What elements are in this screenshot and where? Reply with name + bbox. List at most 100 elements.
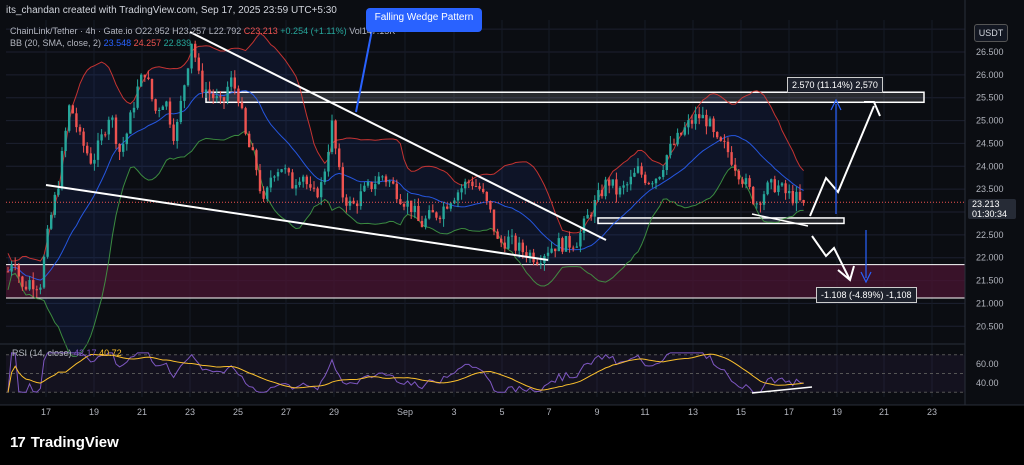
time-tick-label: 17 [41,407,51,417]
candle-body [71,105,74,114]
candle-body [626,184,629,186]
brand-name: TradingView [30,434,119,451]
candle-body [42,256,46,288]
bb-lower-value: 22.839 [163,38,192,48]
candle-body [608,179,611,186]
candle-body [780,183,784,186]
candle-body [521,242,524,253]
candle-body [762,194,766,205]
candle-body [377,176,380,185]
candle-body [579,232,582,247]
bb-basis-line [7,90,804,281]
candle-body [546,252,550,256]
current-price-tag: 23.213 01:30:34 [968,199,1016,219]
time-tick-label: 7 [546,407,551,417]
candle-body [320,182,323,198]
candle-body [370,182,373,190]
candle-body [122,144,125,152]
candle-body [233,77,236,89]
candle-body [564,236,568,252]
candle-body [590,214,593,217]
candle-body [525,252,528,258]
candle-body [316,188,319,198]
candle-body [618,187,622,195]
rsi-ma-value: 40.72 [99,348,122,358]
candle-body [615,179,618,195]
bullish-arrow-head [864,101,881,117]
candle-body [438,217,442,220]
candle-body [298,181,301,186]
candle-body [129,112,132,134]
upside-measure-label[interactable]: 2.570 (11.14%) 2,570 [787,77,883,93]
candle-body [359,191,362,207]
candle-body [384,176,388,183]
candle-body [305,176,308,185]
candle-body [456,192,460,201]
candle-body [381,176,384,178]
upside-measure-arrow-head [830,98,842,111]
price-tick-label: 21.500 [976,276,1004,286]
candle-body [582,218,586,233]
candle-body [568,236,571,248]
change-value: +0.254 (+1.11%) [280,26,347,36]
candle-body [89,153,92,164]
close-value: C23.213 [243,26,278,36]
time-tick-label: 27 [281,407,291,417]
bearish-arrow-head [837,265,855,282]
candle-body [158,109,161,111]
candle-body [60,150,64,189]
downside-measure-label[interactable]: -1.108 (-4.89%) -1,108 [816,287,917,303]
low-value: L22.792 [208,26,242,36]
candle-body [503,242,506,249]
time-tick-label: 23 [927,407,937,417]
candle-body [179,100,182,122]
price-tick-label: 26.500 [976,47,1004,57]
candle-body [212,93,215,99]
candle-body [572,247,575,249]
candle-body [388,181,391,183]
wedge-pattern-label[interactable]: Falling Wedge Pattern [366,8,482,32]
candle-body [712,118,715,132]
candle-body [208,89,211,94]
candle-body [518,242,521,251]
candle-body [489,201,492,210]
candle-body [557,238,560,252]
open-value: O22.952 [135,26,170,36]
tradingview-brand: 17 TradingView [10,434,119,451]
candle-body [442,206,445,220]
currency-button[interactable]: USDT [974,24,1008,42]
rsi-ma-line [7,353,804,393]
candle-body [338,148,341,168]
candle-body [464,181,467,189]
candle-body [669,143,672,156]
candle-body [802,200,805,203]
downside-measure-arrow-head [860,271,872,284]
candle-body [633,172,636,177]
candle-body [777,185,780,193]
current-price-value: 23.213 [972,199,1000,209]
candle-body [410,200,413,213]
candle-body [219,96,222,98]
rsi-tick-label: 60.00 [976,359,999,369]
candle-body [611,179,614,186]
candle-body [604,179,607,197]
candle-body [330,120,334,152]
candle-body [186,68,190,86]
current-support-box [597,217,845,225]
candle-body [32,280,35,290]
wedge-callout-pointer [355,29,373,113]
candle-body [478,186,481,189]
candle-body [86,145,89,154]
candle-body [284,168,287,170]
candle-body [665,155,668,171]
candle-body [161,106,164,110]
candle-body [474,186,478,188]
price-tick-label: 25.000 [976,116,1004,126]
candle-body [280,169,283,173]
candle-body [244,108,247,134]
candle-body [240,102,244,109]
candle-body [788,190,791,194]
candle-body [586,214,589,219]
candle-body [104,134,107,136]
